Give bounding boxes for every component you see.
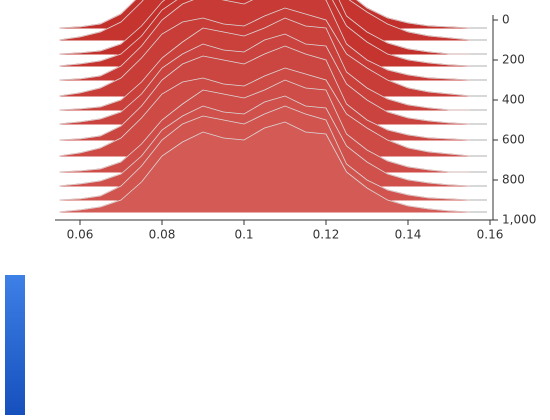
ridge-outline [59, 17, 470, 111]
ridge-outline [59, 95, 470, 187]
ridge-outline [59, 105, 470, 201]
y-tick-label: 200 [502, 53, 525, 67]
x-tick-label: 0.14 [395, 228, 422, 242]
ridge-outline [59, 0, 470, 81]
y-tick-label: 1,000 [502, 213, 536, 227]
y-tick-label: 0 [502, 13, 510, 27]
x-tick-label: 0.12 [313, 228, 340, 242]
ridge-outline [59, 0, 470, 55]
ridge-outline [59, 79, 470, 173]
side-panel [5, 275, 25, 415]
x-tick-label: 0.16 [477, 228, 504, 242]
x-tick-label: 0.08 [149, 228, 176, 242]
y-tick-label: 600 [502, 133, 525, 147]
x-tick-label: 0.1 [234, 228, 253, 242]
y-tick-label: 400 [502, 93, 525, 107]
y-tick-label: 800 [502, 173, 525, 187]
ridge-outline [59, 0, 470, 41]
ridge-outline [59, 0, 470, 29]
ridge-outline [59, 45, 470, 141]
ridge-outline [59, 67, 470, 157]
ridge-outline [59, 121, 470, 213]
x-tick-label: 0.06 [67, 228, 94, 242]
ridge-outline [59, 0, 470, 67]
ridge-outline [59, 7, 470, 97]
ridge-outline [59, 33, 470, 125]
